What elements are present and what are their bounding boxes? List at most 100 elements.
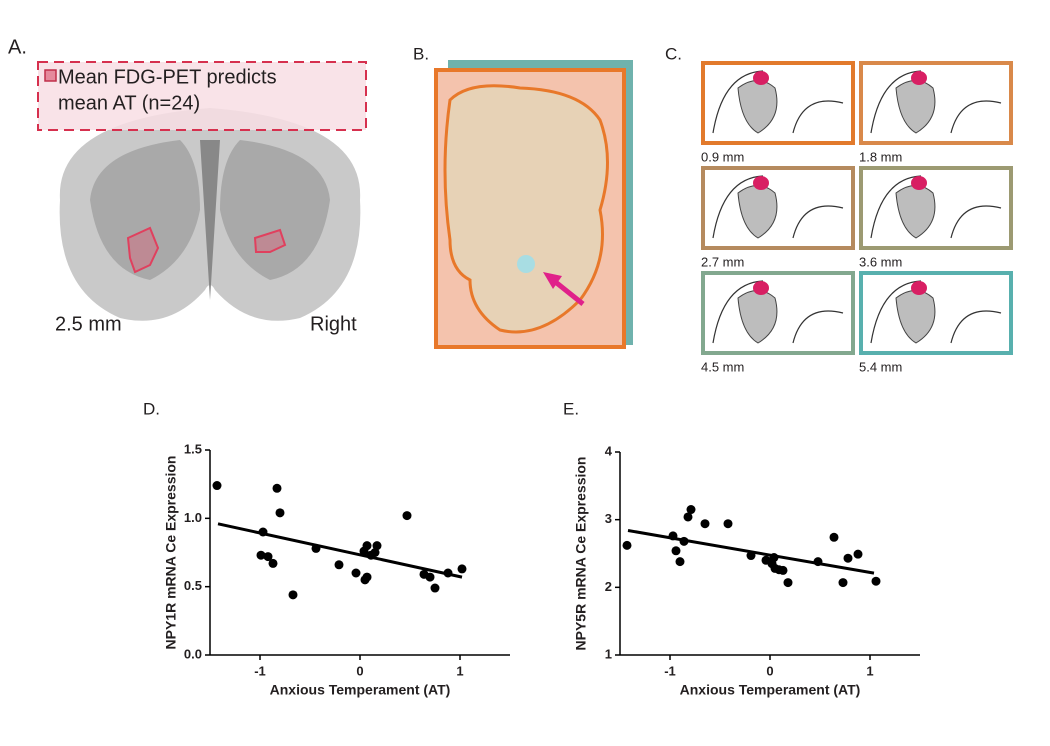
y-tick-label: 1.0 [184,510,202,525]
panel-label: A. [8,36,27,58]
data-point [686,505,696,515]
panel-label: C. [665,44,682,63]
panel-c: C. 0.9 mm 1.8 mm 2.7 mm 3.6 mm 4.5 mm 5.4 mm [665,44,1013,374]
data-point [671,546,681,556]
y-tick-label: 0.0 [184,646,202,661]
x-tick-label: -1 [664,663,676,678]
data-point [263,552,273,562]
x-tick-label: 1 [456,663,463,678]
data-point [668,531,678,541]
data-point [425,572,435,582]
atlas-outline [712,280,844,344]
y-axis-label: NPY1R mRNA Ce Expression [163,456,179,650]
atlas-outline [870,175,1002,239]
slice-label: 0.9 mm [701,149,744,164]
data-point [457,564,467,574]
data-point [767,559,777,569]
y-tick-label: 0.5 [184,578,202,593]
data-point [778,565,788,575]
slice-label: 3.6 mm [859,254,902,269]
data-point [272,483,282,493]
data-point [288,590,298,600]
y-tick-label: 4 [605,443,613,458]
data-point [430,583,440,593]
legend-swatch [44,69,57,82]
data-point [853,549,863,559]
data-point [813,557,823,567]
charts: D. 0.0 0.5 1.0 1.5 -1 0 1 Anxious Temperament (A… [143,399,920,698]
data-point [783,578,793,588]
data-point [351,568,361,578]
legend-text: mean AT (n=24) [58,92,200,114]
arrow-head [543,272,562,289]
data-point [829,532,839,542]
y-axis-label: NPY5R mRNA Ce Expression [573,457,589,651]
panel-a: Mean FDG-PET predicts mean AT (n=24) A. … [8,36,367,335]
brain-region [220,140,330,280]
data-point [256,550,266,560]
data-point [362,541,372,551]
data-point [443,568,453,578]
legend-text: Mean FDG-PET predicts [58,66,277,88]
data-point [871,576,881,586]
atlas-ce [911,281,927,295]
sample-site [517,255,535,273]
atlas-frame [701,271,855,355]
data-point [362,572,372,582]
atlas-outline [712,175,844,239]
midline [200,140,220,300]
roi-right [253,228,287,253]
data-point [675,557,685,567]
atlas-ce [911,71,927,85]
x-tick-label: 0 [766,663,773,678]
slice-label: 2.5 mm [55,313,122,335]
data-point [723,519,733,529]
arrow-shaft [551,278,585,306]
data-point [275,508,285,518]
slice-label: 1.8 mm [859,149,902,164]
x-tick-label: 1 [866,663,873,678]
side-label: Right [310,313,357,335]
x-axis-label: Anxious Temperament (AT) [270,682,451,698]
atlas-ce [753,176,769,190]
atlas-outline [712,70,844,134]
x-tick-label: -1 [254,663,266,678]
data-point [679,536,689,546]
data-point [746,551,756,561]
y-tick-label: 2 [605,579,612,594]
y-tick-label: 1.5 [184,441,202,456]
data-point [370,548,380,557]
data-point [843,553,853,563]
atlas-frame [701,166,855,250]
data-point [258,527,268,537]
x-tick-label: 0 [356,663,363,678]
data-point [311,543,321,553]
slice-label: 5.4 mm [859,359,902,374]
slice-label: 2.7 mm [701,254,744,269]
data-point [683,512,693,522]
atlas-outline [870,70,1002,134]
y-tick-label: 1 [605,646,612,661]
atlas-frame [859,166,1013,250]
data-point [402,511,412,521]
data-point [622,540,632,550]
brain-region [90,140,200,280]
data-point [212,481,222,491]
panel-label: B. [413,44,429,63]
panel-b: B. [413,44,633,349]
atlas-ce [911,176,927,190]
atlas-frame [701,61,855,145]
data-point [334,560,344,570]
data-point [838,578,848,588]
atlas-ce [753,71,769,85]
data-point [700,519,710,529]
data-point [372,541,382,551]
x-axis-label: Anxious Temperament (AT) [680,682,861,698]
roi-left [126,226,160,274]
slice-label: 4.5 mm [701,359,744,374]
y-tick-label: 3 [605,511,612,526]
legend-box [37,61,367,131]
atlas-frame [859,61,1013,145]
